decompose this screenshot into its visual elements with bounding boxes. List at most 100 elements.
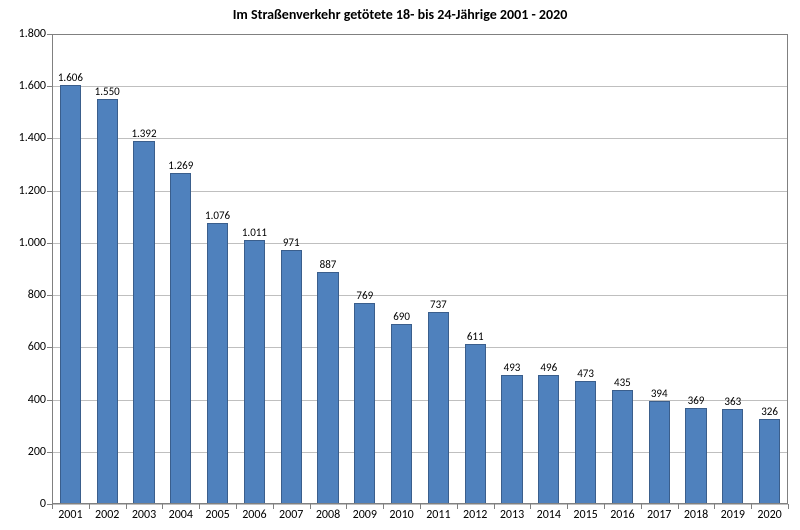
bar: 887 bbox=[317, 272, 338, 504]
bar: 769 bbox=[354, 303, 375, 504]
y-tick-label: 200 bbox=[28, 445, 52, 459]
bar-value-label: 496 bbox=[540, 361, 557, 376]
bar: 971 bbox=[281, 250, 302, 504]
x-tick-label: 2008 bbox=[316, 504, 340, 522]
x-tick-label: 2006 bbox=[242, 504, 266, 522]
x-tick-label: 2019 bbox=[721, 504, 745, 522]
x-tick-mark bbox=[236, 504, 237, 509]
grid-line bbox=[52, 138, 788, 139]
bar: 1.550 bbox=[97, 99, 118, 504]
x-tick-mark bbox=[310, 504, 311, 509]
y-tick-label: 0 bbox=[40, 497, 52, 511]
bar: 1.606 bbox=[60, 85, 81, 504]
plot-area: 02004006008001.0001.2001.4001.6001.8001.… bbox=[52, 34, 788, 504]
bar-value-label: 473 bbox=[577, 367, 594, 382]
bar: 369 bbox=[685, 408, 706, 504]
chart-title: Im Straßenverkehr getötete 18- bis 24-Jä… bbox=[0, 6, 800, 23]
x-tick-mark bbox=[788, 504, 789, 509]
x-tick-mark bbox=[273, 504, 274, 509]
x-tick-mark bbox=[126, 504, 127, 509]
x-tick-mark bbox=[457, 504, 458, 509]
grid-line bbox=[52, 243, 788, 244]
x-tick-label: 2016 bbox=[610, 504, 634, 522]
grid-line bbox=[52, 86, 788, 87]
bar-value-label: 1.011 bbox=[242, 226, 267, 241]
grid-line bbox=[52, 34, 788, 35]
x-tick-label: 2018 bbox=[684, 504, 708, 522]
bar-value-label: 1.606 bbox=[58, 71, 83, 86]
y-tick-label: 1.000 bbox=[19, 236, 52, 250]
x-tick-label: 2009 bbox=[353, 504, 377, 522]
x-tick-mark bbox=[567, 504, 568, 509]
bar-value-label: 1.269 bbox=[168, 159, 193, 174]
x-tick-mark bbox=[383, 504, 384, 509]
bar-value-label: 611 bbox=[467, 330, 484, 345]
bar-value-label: 769 bbox=[356, 289, 373, 304]
grid-line bbox=[52, 452, 788, 453]
bar-value-label: 394 bbox=[651, 387, 668, 402]
x-tick-mark bbox=[714, 504, 715, 509]
y-tick-label: 1.800 bbox=[19, 27, 52, 41]
bar-value-label: 737 bbox=[430, 298, 447, 313]
x-tick-label: 2004 bbox=[169, 504, 193, 522]
bar: 435 bbox=[612, 390, 633, 504]
bar-value-label: 971 bbox=[283, 236, 300, 251]
x-tick-mark bbox=[162, 504, 163, 509]
y-tick-label: 1.600 bbox=[19, 79, 52, 93]
bar-value-label: 326 bbox=[761, 405, 778, 420]
bar-value-label: 690 bbox=[393, 310, 410, 325]
bar: 363 bbox=[722, 409, 743, 504]
x-tick-mark bbox=[530, 504, 531, 509]
x-tick-mark bbox=[89, 504, 90, 509]
grid-line bbox=[52, 295, 788, 296]
y-tick-label: 600 bbox=[28, 340, 52, 354]
bar-value-label: 435 bbox=[614, 376, 631, 391]
bar-value-label: 1.392 bbox=[131, 127, 156, 142]
bar: 737 bbox=[428, 312, 449, 504]
x-tick-label: 2003 bbox=[132, 504, 156, 522]
x-tick-label: 2015 bbox=[573, 504, 597, 522]
y-tick-label: 800 bbox=[28, 288, 52, 302]
grid-line bbox=[52, 400, 788, 401]
bar-value-label: 493 bbox=[504, 361, 521, 376]
x-tick-mark bbox=[604, 504, 605, 509]
x-tick-label: 2014 bbox=[537, 504, 561, 522]
x-tick-mark bbox=[751, 504, 752, 509]
y-tick-label: 400 bbox=[28, 393, 52, 407]
bar: 496 bbox=[538, 375, 559, 505]
x-tick-mark bbox=[420, 504, 421, 509]
x-tick-label: 2007 bbox=[279, 504, 303, 522]
bar-value-label: 887 bbox=[320, 258, 337, 273]
bar: 1.269 bbox=[170, 173, 191, 504]
bar-value-label: 369 bbox=[688, 394, 705, 409]
bar-value-label: 1.076 bbox=[205, 209, 230, 224]
x-tick-label: 2020 bbox=[757, 504, 781, 522]
x-tick-label: 2017 bbox=[647, 504, 671, 522]
x-tick-label: 2013 bbox=[500, 504, 524, 522]
x-tick-label: 2001 bbox=[58, 504, 82, 522]
grid-line bbox=[52, 191, 788, 192]
x-tick-mark bbox=[494, 504, 495, 509]
y-tick-label: 1.400 bbox=[19, 131, 52, 145]
x-tick-label: 2010 bbox=[389, 504, 413, 522]
bar: 473 bbox=[575, 381, 596, 505]
bar: 690 bbox=[391, 324, 412, 504]
bar: 1.076 bbox=[207, 223, 228, 504]
y-tick-label: 1.200 bbox=[19, 184, 52, 198]
axis-border bbox=[52, 34, 788, 504]
bar-value-label: 1.550 bbox=[95, 85, 120, 100]
bar: 326 bbox=[759, 419, 780, 504]
x-tick-mark bbox=[346, 504, 347, 509]
x-tick-label: 2011 bbox=[426, 504, 450, 522]
bar: 1.392 bbox=[133, 141, 154, 504]
bar-value-label: 363 bbox=[724, 395, 741, 410]
bar: 1.011 bbox=[244, 240, 265, 504]
bar: 493 bbox=[501, 375, 522, 504]
bar: 394 bbox=[649, 401, 670, 504]
x-tick-mark bbox=[52, 504, 53, 509]
x-tick-mark bbox=[641, 504, 642, 509]
x-tick-label: 2005 bbox=[205, 504, 229, 522]
grid-line bbox=[52, 347, 788, 348]
x-tick-label: 2002 bbox=[95, 504, 119, 522]
x-tick-label: 2012 bbox=[463, 504, 487, 522]
